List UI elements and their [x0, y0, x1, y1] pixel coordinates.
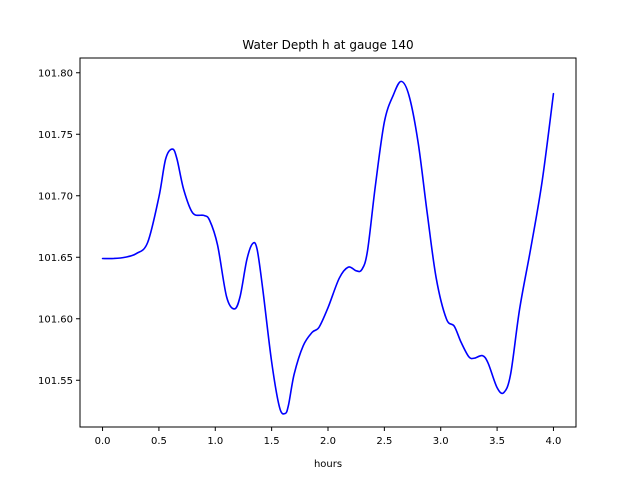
- x-tick-label: 0.0: [95, 436, 111, 447]
- x-tick-label: 1.0: [207, 436, 223, 447]
- x-tick-label: 3.0: [433, 436, 449, 447]
- y-tick-label: 101.60: [38, 314, 73, 325]
- x-axis-label: hours: [314, 459, 342, 470]
- plot-frame: [79, 57, 577, 428]
- x-tick-label: 4.0: [546, 436, 562, 447]
- x-tick-label: 2.0: [320, 436, 336, 447]
- x-tick-label: 0.5: [151, 436, 167, 447]
- y-tick-label: 101.70: [38, 191, 73, 202]
- x-axis-ticks: 0.0 0.5 1.0 1.5 2.0 2.5 3.0 3.5 4.0: [95, 427, 562, 447]
- x-tick-label: 1.5: [264, 436, 280, 447]
- y-tick-label: 101.55: [38, 376, 73, 387]
- plot-area: [80, 58, 576, 427]
- x-tick-label: 3.5: [489, 436, 505, 447]
- y-axis-ticks: 101.55 101.60 101.65 101.70 101.75 101.80: [38, 68, 80, 387]
- y-tick-label: 101.75: [38, 130, 73, 141]
- chart-title: Water Depth h at gauge 140: [242, 38, 413, 52]
- series-line: [101, 80, 555, 415]
- y-tick-label: 101.65: [38, 253, 73, 264]
- y-tick-label: 101.80: [38, 68, 73, 79]
- x-tick-label: 2.5: [376, 436, 392, 447]
